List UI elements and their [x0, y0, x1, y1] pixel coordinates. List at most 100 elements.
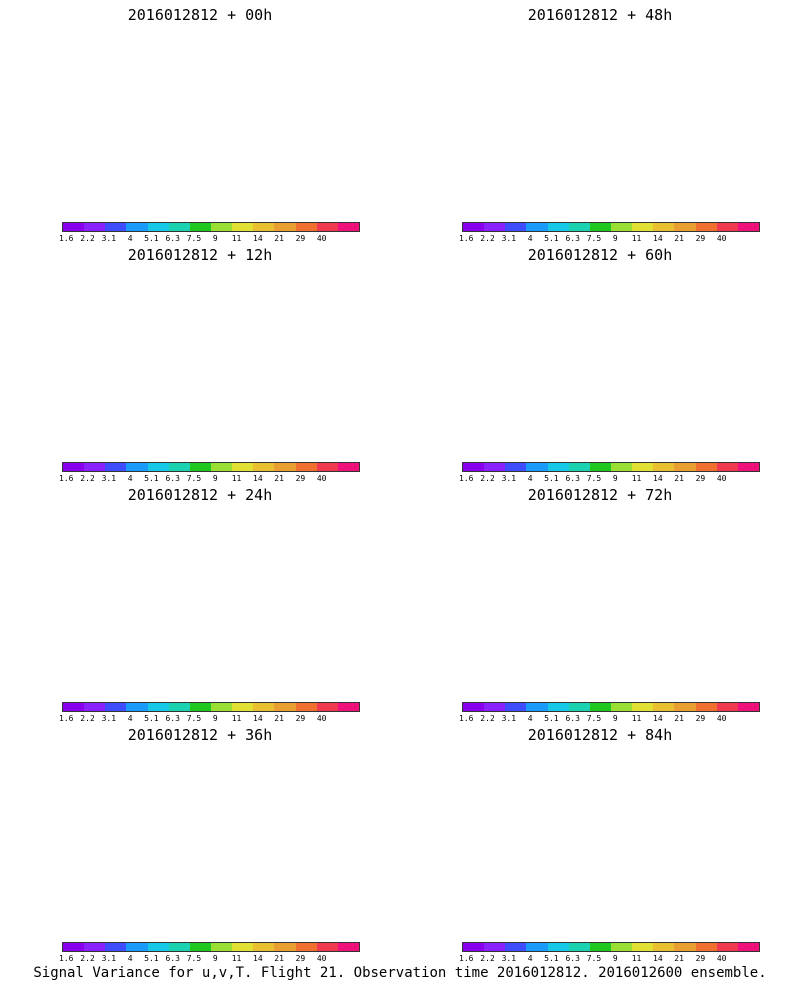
colorbar-label: 29	[295, 474, 306, 483]
colorbar-swatch	[737, 223, 759, 231]
colorbar-label: 5.1	[144, 954, 159, 963]
panel-title: 2016012812 + 72h	[527, 486, 673, 504]
colorbar-swatch	[168, 943, 190, 951]
colorbar-label: 4	[527, 714, 533, 723]
colorbar-swatch	[484, 223, 506, 231]
colorbar-swatch	[632, 943, 654, 951]
colorbar-labels: 1.6 2.2 3.1 4 5.1 6.3 7.5 9 11 14 21 29 40	[448, 954, 778, 966]
colorbar-swatch	[484, 703, 506, 711]
panel-title: 2016012812 + 24h	[127, 486, 273, 504]
colorbar-swatch	[463, 943, 485, 951]
colorbar-label: 14	[653, 234, 663, 243]
colorbar-swatch	[526, 223, 548, 231]
colorbar-swatch	[126, 943, 148, 951]
colorbar-swatch	[695, 703, 717, 711]
colorbar-label: 11	[231, 474, 242, 483]
colorbar-label: 6.3	[165, 714, 180, 723]
colorbar-label: 1.6	[59, 474, 74, 483]
colorbar-swatch	[295, 223, 317, 231]
panel-title: 2016012812 + 60h	[527, 246, 673, 264]
colorbar-label: 29	[695, 954, 706, 963]
colorbar-label: 40	[316, 714, 327, 723]
colorbar-label: 9	[212, 234, 218, 243]
colorbar-label: 4	[127, 714, 133, 723]
colorbar-label: 6.3	[165, 234, 180, 243]
colorbar-swatch	[337, 943, 359, 951]
coastline	[60, 522, 372, 626]
colorbar	[462, 942, 760, 952]
colorbar-labels: 1.6 2.2 3.1 4 5.1 6.3 7.5 9 11 14 21 29 40	[448, 474, 778, 486]
colorbar-label: 5.1	[144, 234, 159, 243]
colorbar-label: 14	[653, 714, 663, 723]
colorbar-swatch	[168, 703, 190, 711]
colorbar-swatch	[337, 463, 359, 471]
colorbar-label: 29	[695, 714, 706, 723]
colorbar-labels: 1.6 2.2 3.1 4 5.1 6.3 7.5 9 11 14 21 29 40	[48, 714, 378, 726]
colorbar-swatch	[274, 223, 296, 231]
colorbar-swatch	[84, 463, 106, 471]
colorbar-swatch	[484, 463, 506, 471]
colorbar-label: 1.6	[459, 954, 474, 963]
signal-variance-map	[20, 30, 380, 200]
colorbar-swatch	[589, 463, 611, 471]
colorbar-swatch	[568, 223, 590, 231]
colorbar-label: 6.3	[565, 234, 580, 243]
colorbar-label: 40	[716, 234, 727, 243]
panel-title: 2016012812 + 36h	[127, 726, 273, 744]
colorbar-swatch	[210, 463, 233, 471]
colorbar-label: 1.6	[459, 714, 474, 723]
colorbar-label: 6.3	[565, 714, 580, 723]
colorbar-swatch	[126, 703, 148, 711]
colorbar-label: 7.5	[186, 714, 202, 723]
colorbar-label: 11	[631, 474, 642, 483]
colorbar-swatch	[484, 943, 506, 951]
map-panel: 2016012812 + 72h 1.6 2.2 3.1 4 5.1 6.3 7.5 9 11 14…	[400, 480, 800, 730]
colorbar-swatch	[232, 943, 254, 951]
colorbar-label: 7.5	[186, 474, 202, 483]
colorbar-label: 40	[716, 954, 727, 963]
colorbar-label: 14	[253, 714, 263, 723]
panel-title: 2016012812 + 48h	[527, 6, 673, 24]
colorbar-label: 40	[716, 474, 727, 483]
colorbar-label: 7.5	[586, 714, 602, 723]
colorbar-label: 3.1	[101, 234, 117, 243]
colorbar-swatch	[589, 223, 611, 231]
colorbar-label: 2.2	[80, 234, 95, 243]
colorbar-label: 3.1	[101, 474, 117, 483]
colorbar-swatch	[210, 703, 233, 711]
colorbar-swatch	[463, 463, 485, 471]
colorbar-label: 11	[631, 714, 642, 723]
signal-variance-map	[20, 750, 380, 920]
colorbar-swatch	[505, 943, 527, 951]
colorbar-swatch	[337, 703, 359, 711]
colorbar-label: 29	[695, 234, 706, 243]
colorbar-label: 21	[674, 234, 684, 243]
panel-title: 2016012812 + 12h	[127, 246, 273, 264]
colorbar-swatch	[253, 463, 275, 471]
colorbar-label: 9	[612, 474, 618, 483]
colorbar-swatch	[126, 463, 148, 471]
colorbar-swatch	[610, 463, 633, 471]
colorbar-swatch	[295, 943, 317, 951]
colorbar-swatch	[105, 463, 127, 471]
colorbar-label: 5.1	[144, 714, 159, 723]
colorbar-label: 5.1	[144, 474, 159, 483]
colorbar-swatch	[147, 223, 169, 231]
colorbar-swatch	[526, 463, 548, 471]
colorbar-swatch	[126, 223, 148, 231]
colorbar-label: 9	[612, 714, 618, 723]
colorbar-label: 6.3	[165, 954, 180, 963]
colorbar-swatch	[147, 703, 169, 711]
colorbar-swatch	[189, 223, 211, 231]
coastline	[460, 522, 772, 626]
colorbar-label: 2.2	[480, 474, 495, 483]
colorbar-swatch	[653, 223, 675, 231]
colorbar-label: 9	[212, 714, 218, 723]
colorbar-swatch	[716, 463, 738, 471]
colorbar-label: 4	[127, 234, 133, 243]
colorbar-swatch	[253, 703, 275, 711]
colorbar-swatch	[463, 703, 485, 711]
colorbar-label: 7.5	[586, 474, 602, 483]
colorbar-label: 2.2	[480, 234, 495, 243]
colorbar-label: 14	[653, 474, 663, 483]
